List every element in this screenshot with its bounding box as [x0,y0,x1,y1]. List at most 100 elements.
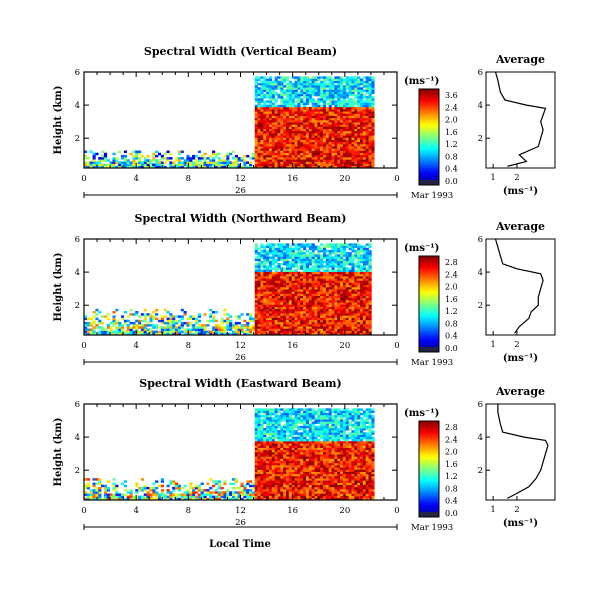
heatmap-cell [360,245,364,249]
heatmap-cell [271,465,275,468]
heatmap-cell [257,271,261,275]
heatmap-cell [311,324,315,327]
heatmap-cell [294,159,298,162]
heatmap-cell [197,159,201,162]
colorbar: (ms⁻¹)3.62.42.01.61.20.80.40.0 [404,76,458,186]
heatmap-cell [175,493,179,496]
heatmap-cell [354,146,358,149]
heatmap-cell [337,271,341,275]
heatmap-cell [340,280,344,283]
colorbar-swatch [419,299,439,302]
heatmap-cell [320,157,324,160]
heatmap-cell [257,120,261,123]
heatmap-cell [357,126,361,130]
heatmap-cell [286,122,290,125]
heatmap-cell [135,495,139,499]
heatmap-cell [260,300,264,303]
heatmap-cell [357,297,361,301]
heatmap-cell [317,91,321,95]
colorbar-tick-label: 0.8 [445,152,458,161]
heatmap-cell [320,243,324,246]
heatmap-cell [331,280,335,283]
heatmap-cell [257,462,261,466]
heatmap-cell [254,319,258,323]
heatmap-cell [288,276,293,279]
heatmap-cell [314,276,318,279]
heatmap-cell [254,93,258,97]
heatmap-cell [268,282,273,286]
heatmap-cell [314,324,318,327]
heatmap-cell [311,328,315,331]
heatmap-cell [357,146,361,149]
heatmap-cell [246,495,250,499]
heatmap-cell [180,308,184,312]
heatmap-cell [340,82,344,86]
heatmap-cell [123,321,127,325]
heatmap-cell [223,332,227,336]
heatmap-cell [200,328,204,331]
colorbar-swatch [419,306,439,310]
heatmap-cell [260,161,264,164]
heatmap-cell [288,120,293,123]
heatmap-cell [320,93,324,97]
heatmap-cell [334,295,338,299]
heatmap-cell [271,159,275,162]
heatmap-cell [348,106,352,110]
heatmap-cell [365,289,369,292]
heatmap-cell [263,78,267,82]
heatmap-cell [340,311,344,314]
heatmap-cell [311,104,315,108]
heatmap-cell [149,165,153,169]
heatmap-cell [271,302,275,305]
heatmap-cell [325,308,330,312]
heatmap-cell [311,273,315,277]
heatmap-cell [303,130,307,134]
heatmap-cell [280,273,284,277]
heatmap-cell [308,161,312,164]
heatmap-cell [194,321,199,325]
heatmap-cell [294,256,298,259]
heatmap-cell [328,150,332,154]
heatmap-cell [223,495,227,499]
heatmap-cell [280,126,284,130]
heatmap-cell [351,102,355,106]
heatmap-cell [348,295,352,299]
heatmap-cell [340,306,344,310]
heatmap-cell [103,493,108,496]
heatmap-cell [325,267,330,270]
heatmap-cell [286,165,290,169]
heatmap-cell [300,243,304,246]
heatmap-cell [254,324,258,327]
heatmap-cell [365,146,369,149]
heatmap-cell [337,245,341,249]
heatmap-cell [274,436,278,440]
heatmap-cell [260,419,264,422]
heatmap-cell [277,278,281,281]
heatmap-cell [180,161,184,164]
heatmap-cell [314,102,318,106]
heatmap-cell [271,497,275,501]
heatmap-cell [351,260,355,264]
heatmap-cell [331,302,335,305]
heatmap-cell [175,157,179,160]
heatmap-cell [348,139,352,143]
heatmap-cell [371,106,375,110]
heatmap-cell [143,486,147,490]
heatmap-cell [172,495,176,499]
heatmap-cell [135,332,139,336]
heatmap-cell [340,104,344,108]
heatmap-cell [337,280,341,283]
heatmap-cell [328,273,332,277]
heatmap-cell [342,317,347,321]
heatmap-cell [120,315,125,318]
heatmap-cell [257,113,261,116]
heatmap-cell [234,324,238,327]
heatmap-cell [303,163,307,167]
heatmap-cell [348,313,352,316]
heatmap-cell [260,80,264,84]
heatmap-cell [260,163,264,167]
heatmap-cell [277,280,281,283]
heatmap-cell [348,321,352,325]
heatmap-cell [254,157,258,160]
heatmap-cell [328,311,332,314]
